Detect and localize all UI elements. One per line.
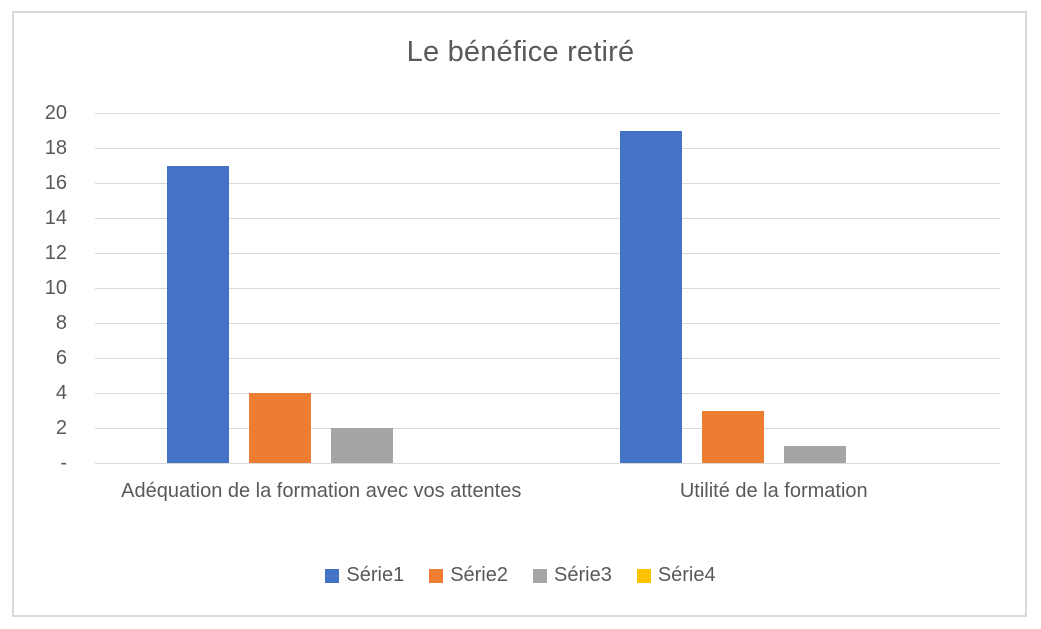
y-axis-tick-label: 12 [44, 242, 67, 264]
bar-série1-cat2 [619, 130, 682, 463]
x-axis-category-label: Adéquation de la formation avec vos atte… [121, 480, 522, 502]
y-axis-tick-label: 14 [44, 207, 67, 229]
y-axis-tick-label: 2 [55, 417, 67, 439]
y-axis-tick-label: - [60, 452, 67, 474]
chart-title: Le bénéfice retiré [406, 36, 635, 68]
legend-swatch-icon [533, 568, 547, 583]
legend-swatch-icon [429, 568, 444, 583]
y-axis-tick-label: 10 [44, 277, 67, 299]
legend-label: Série2 [450, 564, 508, 586]
legend-swatch-icon [325, 568, 340, 583]
legend-item-série3: Série3 [533, 564, 612, 587]
bar-série3-cat2 [783, 445, 846, 463]
bar-série1-cat1 [167, 165, 230, 463]
y-axis-tick-label: 6 [55, 347, 67, 369]
gridline [95, 428, 1000, 429]
gridline [95, 183, 1000, 184]
gridline [95, 113, 1000, 114]
y-axis-tick-label: 18 [44, 137, 67, 159]
gridline [95, 393, 1000, 394]
gridline [95, 288, 1000, 289]
bar-série2-cat1 [249, 393, 312, 463]
legend-label: Série1 [346, 564, 405, 586]
y-axis-tick-label: 16 [44, 172, 67, 194]
legend-swatch-icon [636, 568, 651, 583]
x-axis-category-label: Utilité de la formation [679, 480, 868, 502]
y-axis-tick-label: 8 [55, 312, 67, 334]
gridline [95, 463, 1000, 464]
gridline [95, 323, 1000, 324]
legend-item-série2: Série2 [429, 564, 508, 587]
bar-série2-cat2 [701, 410, 764, 463]
gridline [95, 218, 1000, 219]
gridline [95, 253, 1000, 254]
bar-série3-cat1 [331, 428, 394, 463]
legend-label: Série4 [657, 564, 716, 586]
legend-item-série4: Série4 [636, 564, 716, 587]
legend-label: Série3 [554, 564, 612, 586]
y-axis-tick-label: 4 [55, 382, 67, 404]
legend-item-série1: Série1 [325, 564, 404, 587]
y-axis-tick-label: 20 [44, 102, 67, 124]
legend: Série1 Série2 Série3 Série4 [0, 564, 1041, 587]
gridline [95, 358, 1000, 359]
gridline [95, 148, 1000, 149]
